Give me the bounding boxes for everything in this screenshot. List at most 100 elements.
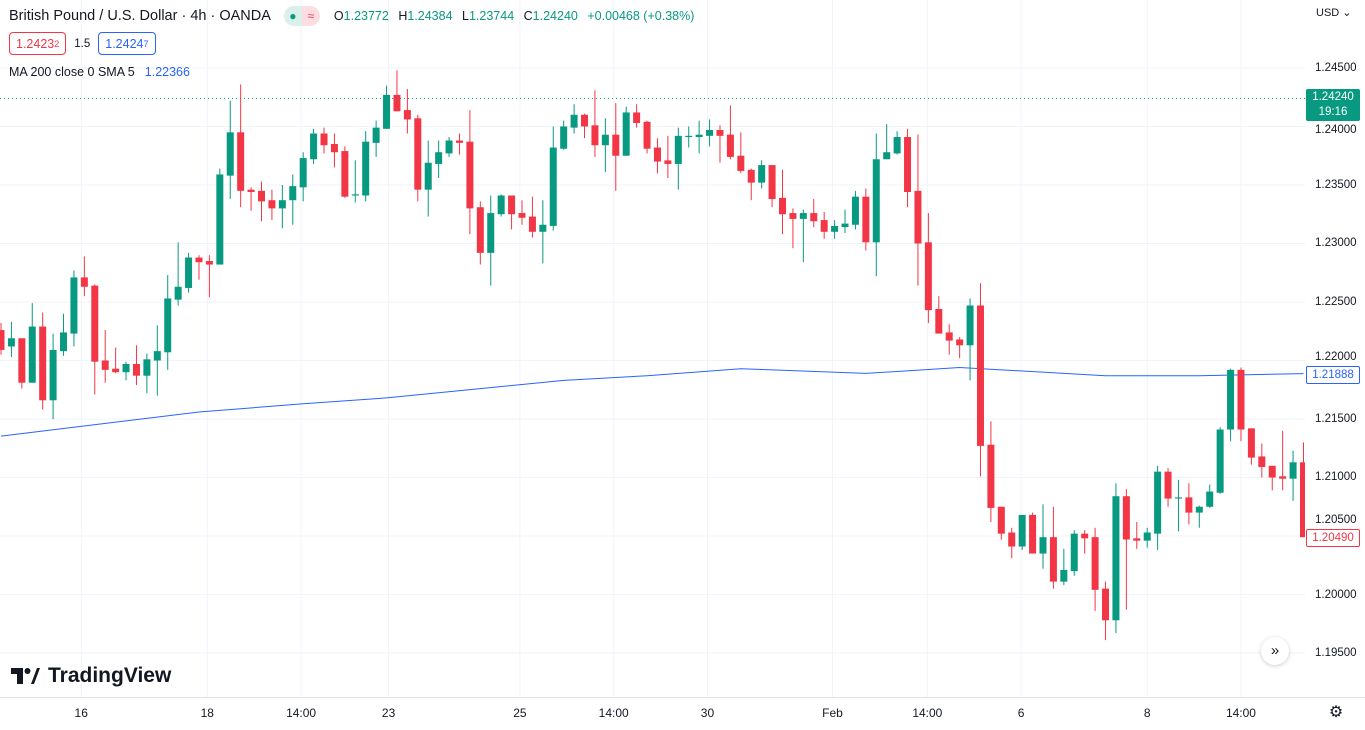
- candle-body-down: [508, 195, 516, 215]
- candle-body-down: [581, 114, 589, 127]
- candle-body-down: [1008, 532, 1016, 547]
- ohlc-open-key: O: [333, 9, 344, 23]
- candle-body-up: [1289, 462, 1297, 479]
- candle-body-down: [737, 155, 745, 171]
- sell-button[interactable]: 1.2423 2: [9, 32, 67, 55]
- time-tick-label: 25: [513, 706, 527, 720]
- scroll-to-realtime-button[interactable]: »: [1261, 637, 1289, 665]
- candle-body-up: [560, 126, 568, 149]
- candle-body-up: [49, 349, 57, 401]
- candle-body-up: [216, 174, 224, 265]
- candle-body-down: [633, 112, 641, 123]
- ma-price-tag: 1.21888: [1306, 366, 1360, 384]
- candle-body-up: [70, 277, 78, 334]
- candle-body-down: [195, 257, 203, 263]
- buy-pip: 7: [143, 38, 149, 49]
- tradingview-logo[interactable]: TradingView: [11, 664, 171, 688]
- candle-body-up: [706, 129, 714, 136]
- candle-body-up: [60, 332, 68, 352]
- logo-text: TradingView: [48, 664, 172, 687]
- price-tick-label: 1.24500: [1315, 61, 1357, 74]
- candle-body-up: [601, 134, 609, 146]
- market-status-pill[interactable]: ● ≈: [283, 6, 320, 26]
- candle-body-down: [643, 121, 651, 149]
- time-tick-label: 23: [381, 706, 396, 720]
- chart-plot-area[interactable]: [0, 0, 1305, 697]
- candle-body-down: [664, 160, 672, 164]
- symbol-title[interactable]: British Pound / U.S. Dollar · 4h · OANDA: [9, 8, 271, 24]
- candle-body-down: [1247, 428, 1255, 458]
- market-open-icon[interactable]: ●: [283, 6, 302, 26]
- time-tick-label: 14:00: [286, 706, 317, 720]
- time-tick-label: 14:00: [1225, 706, 1256, 720]
- price-axis[interactable]: USD ⌄ 1.24500 1.24000 1.23500 1.23000 1.2250…: [1305, 0, 1365, 697]
- candle-body-up: [872, 159, 880, 243]
- price-tick-label: 1.19500: [1315, 647, 1357, 659]
- candle-body-down: [1237, 369, 1245, 430]
- time-tick-label: 18: [200, 706, 214, 720]
- candle-body-down: [476, 207, 484, 253]
- candle-body-down: [997, 506, 1005, 534]
- candlestick-chart[interactable]: [0, 0, 1305, 697]
- candle-body-down: [0, 330, 5, 350]
- candle-body-down: [247, 189, 255, 193]
- ohlc-low-key: L: [462, 9, 469, 23]
- candle-body-up: [424, 162, 432, 190]
- candle-body-down: [101, 360, 109, 370]
- bar-countdown: 19:16: [1318, 106, 1348, 118]
- delayed-data-icon[interactable]: ≈: [301, 6, 320, 26]
- symbol-header: British Pound / U.S. Dollar · 4h · OANDA…: [9, 6, 700, 26]
- candle-body-down: [1133, 538, 1141, 541]
- candle-body-up: [383, 94, 391, 129]
- candle-body-down: [810, 213, 818, 222]
- candle-body-down: [414, 118, 422, 190]
- candle-body-down: [904, 137, 912, 193]
- candle-body-down: [455, 140, 463, 143]
- candle-body-up: [497, 195, 505, 215]
- candle-body-down: [1029, 514, 1037, 554]
- ohlc-low-value: 1.23744: [468, 9, 515, 23]
- candle-body-down: [393, 94, 401, 112]
- price-tick-label: 1.24000: [1315, 124, 1357, 136]
- price-tick-label: 1.23000: [1315, 237, 1357, 250]
- time-axis[interactable]: 16 18 14:00 23 25 14:00 30 Feb 14:00 6 8 14:00 ⚙: [0, 697, 1365, 730]
- price-tick-label: 1.23500: [1315, 178, 1357, 191]
- currency-selector[interactable]: USD ⌄: [1316, 6, 1352, 19]
- candle-body-up: [622, 112, 630, 156]
- candle-body-up: [351, 194, 359, 196]
- candle-body-down: [1081, 533, 1089, 539]
- gear-icon[interactable]: ⚙: [1328, 704, 1344, 721]
- indicator-legend[interactable]: MA 200 close 0 SMA 5 1.22366: [9, 65, 190, 79]
- candle-body-up: [310, 133, 318, 160]
- candle-body-down: [945, 332, 953, 341]
- spread-value: 1.5: [74, 37, 91, 50]
- candle-body-up: [893, 137, 901, 154]
- candle-body-down: [726, 134, 734, 157]
- candle-body-up: [435, 152, 443, 164]
- buy-button[interactable]: 1.2424 7: [98, 32, 156, 55]
- currency-label: USD: [1316, 7, 1340, 19]
- sell-pip: 2: [54, 38, 60, 49]
- candle-body-down: [1091, 537, 1099, 590]
- candle-body-up: [674, 135, 682, 164]
- candle-body-down: [1122, 496, 1130, 540]
- candle-body-up: [226, 132, 234, 176]
- candle-body-up: [851, 196, 859, 225]
- candle-body-up: [7, 338, 15, 347]
- candle-body-up: [539, 224, 547, 232]
- candle-body-down: [1300, 462, 1305, 538]
- candle-body-down: [466, 141, 474, 209]
- candle-body-up: [164, 298, 172, 353]
- time-tick-label: 30: [700, 706, 715, 720]
- candle-body-down: [1164, 471, 1172, 499]
- candle-body-down: [1279, 476, 1287, 479]
- ohlc-high-value: 1.24384: [407, 9, 453, 23]
- candle-body-down: [612, 134, 620, 156]
- price-tick-label: 1.22000: [1315, 351, 1357, 363]
- candle-body-down: [987, 444, 995, 508]
- candle-body-down: [528, 216, 536, 232]
- current-price-value: 1.24240: [1312, 91, 1354, 103]
- candle-body-up: [841, 223, 849, 228]
- ohlc-close-value: 1.24240: [532, 9, 578, 23]
- candle-body-up: [278, 200, 286, 209]
